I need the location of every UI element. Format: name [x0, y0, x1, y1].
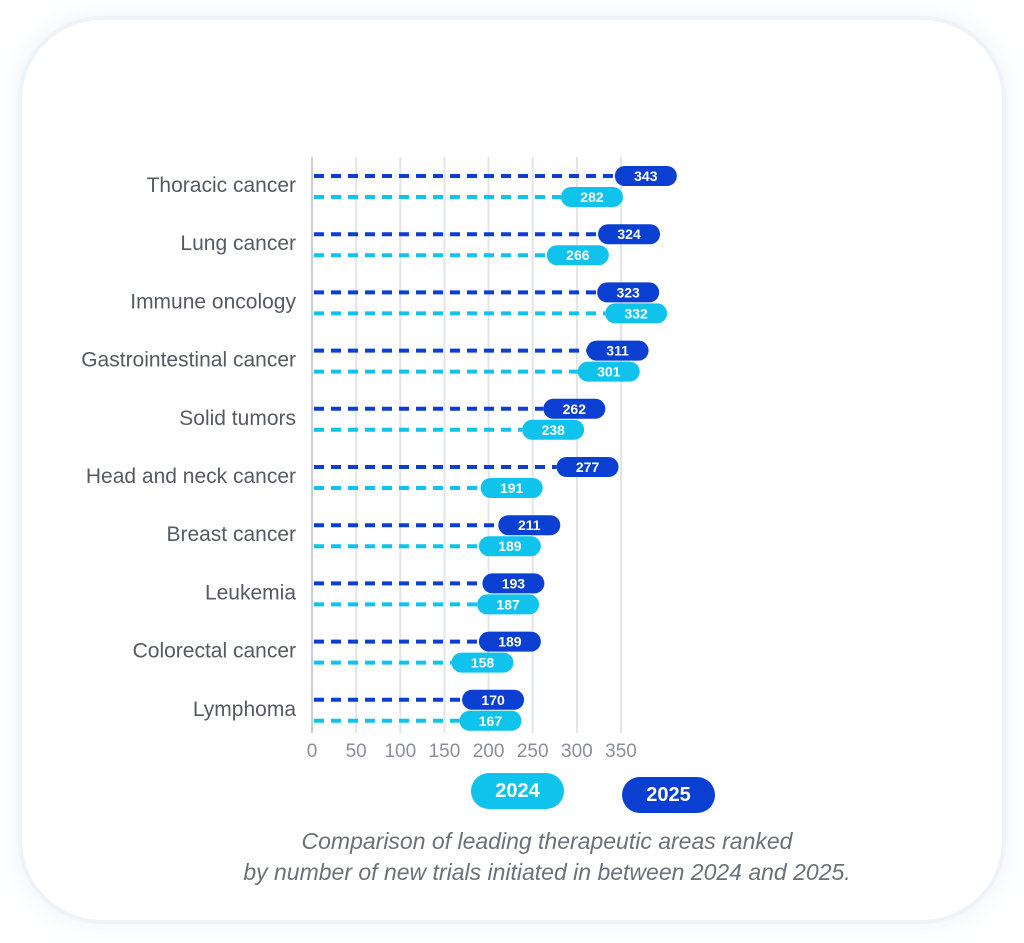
legend-2025: 2025 — [622, 777, 715, 813]
category-label-1: Lung cancer — [180, 232, 296, 255]
chart-caption: Comparison of leading therapeutic areas … — [0, 826, 1024, 888]
x-tick-label-50: 50 — [346, 741, 367, 762]
series-2025-pill-3 — [586, 340, 649, 361]
category-label-3: Gastrointestinal cancer — [81, 349, 296, 372]
series-2025-value-3: 311 — [606, 343, 629, 359]
category-label-8: Colorectal cancer — [133, 640, 296, 663]
series-2024-value-7: 187 — [496, 596, 520, 612]
series-2025-value-6: 211 — [518, 517, 541, 533]
category-label-6: Breast cancer — [166, 523, 296, 546]
category-label-9: Lymphoma — [193, 698, 296, 721]
series-2024-value-5: 191 — [500, 480, 524, 496]
series-2024-value-0: 282 — [580, 189, 604, 205]
series-2025-value-1: 324 — [617, 226, 641, 242]
series-2025-value-8: 189 — [498, 634, 522, 650]
series-2024-pill-6 — [478, 536, 541, 557]
series-2024-value-4: 238 — [541, 422, 565, 438]
series-2025-value-4: 262 — [563, 401, 587, 417]
series-2024-value-2: 332 — [624, 305, 648, 321]
series-2025-value-5: 277 — [576, 459, 600, 475]
series-2025-value-7: 193 — [502, 575, 526, 591]
series-2025-pill-0 — [614, 166, 677, 186]
series-2025-value-0: 343 — [634, 168, 658, 184]
series-2025-pill-8 — [478, 631, 541, 652]
series-2025-pill-9 — [462, 689, 525, 710]
category-label-4: Solid tumors — [179, 407, 296, 430]
series-2025-value-9: 170 — [481, 692, 505, 708]
category-label-7: Leukemia — [205, 581, 296, 604]
x-tick-label-250: 250 — [517, 741, 549, 762]
chart-card — [22, 20, 1002, 920]
series-2024-pill-3 — [577, 361, 640, 382]
series-2025-pill-6 — [498, 515, 561, 536]
series-2024-value-3: 301 — [597, 364, 621, 380]
category-label-2: Immune oncology — [130, 290, 296, 313]
series-2025-pill-7 — [482, 573, 545, 594]
series-2024-pill-9 — [459, 710, 522, 731]
x-tick-label-200: 200 — [473, 741, 505, 762]
x-tick-label-350: 350 — [605, 741, 637, 762]
series-2025-pill-5 — [556, 457, 619, 477]
series-2025-value-2: 323 — [616, 284, 640, 300]
x-tick-label-0: 0 — [307, 741, 318, 762]
series-2025-pill-2 — [597, 282, 660, 303]
series-2024-pill-8 — [451, 652, 514, 673]
series-2024-pill-7 — [477, 594, 540, 615]
category-label-0: Thoracic cancer — [147, 174, 296, 197]
series-2024-pill-2 — [605, 303, 668, 324]
series-2025-pill-4 — [543, 398, 606, 419]
x-tick-label-150: 150 — [429, 741, 461, 762]
caption-line-2: by number of new trials initiated in bet… — [243, 859, 851, 885]
series-2024-value-6: 189 — [498, 538, 522, 554]
series-2024-pill-0 — [560, 187, 623, 207]
series-2024-pill-5 — [480, 478, 543, 498]
series-2024-value-9: 167 — [479, 713, 503, 729]
category-label-5: Head and neck cancer — [86, 465, 296, 488]
series-2025-pill-1 — [598, 224, 661, 245]
series-2024-value-8: 158 — [471, 655, 495, 671]
series-2024-pill-4 — [522, 419, 585, 440]
x-tick-label-100: 100 — [384, 741, 416, 762]
series-2024-pill-1 — [546, 245, 609, 266]
x-tick-label-300: 300 — [561, 741, 593, 762]
caption-line-1: Comparison of leading therapeutic areas … — [301, 828, 793, 854]
legend-2024: 2024 — [471, 773, 564, 809]
series-2024-value-1: 266 — [566, 247, 590, 263]
